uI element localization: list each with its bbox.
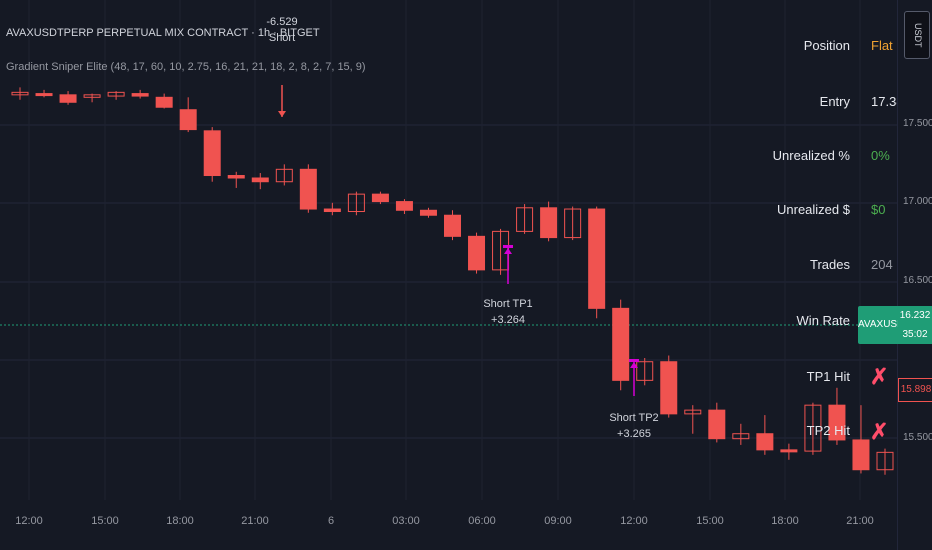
candle-body: [516, 207, 534, 232]
price-tick: 17.000: [903, 196, 932, 207]
candle-body: [660, 361, 678, 415]
marker-price-badge: 15.898: [898, 378, 932, 402]
price-tick: 15.500: [903, 432, 932, 443]
candle-body: [227, 175, 245, 179]
chart-title: AVAXUSDTPERP PERPETUAL MIX CONTRACT · 1h…: [6, 27, 320, 39]
candle-body: [11, 91, 29, 96]
price-tick: 17.500: [903, 118, 932, 129]
stat-unrealized-usd-label: Unrealized $: [777, 202, 850, 217]
short-entry-arrow-head: [278, 111, 286, 117]
stat-tp1-label: TP1 Hit: [806, 369, 850, 384]
time-tick: 21:00: [846, 515, 874, 527]
short-entry-label: Short: [268, 32, 296, 44]
candle-body: [564, 208, 582, 239]
stat-unrealized-usd-value: $0: [871, 202, 886, 217]
price-axis[interactable]: [897, 0, 932, 550]
price-tick: 16.500: [903, 275, 932, 286]
candle-body: [780, 449, 798, 453]
stat-entry-value: 17.38: [871, 94, 904, 109]
stat-entry-label: Entry: [819, 94, 850, 109]
candle-body: [83, 94, 101, 98]
stat-winrate-label: Win Rate: [796, 313, 850, 328]
candle-body: [636, 361, 654, 381]
candle-body: [59, 94, 77, 103]
tp1-annotation: Short TP1 +3.264: [483, 296, 532, 328]
time-tick: 12:00: [620, 515, 648, 527]
time-tick: 15:00: [696, 515, 724, 527]
candle-body: [540, 207, 558, 239]
candle-body: [468, 235, 486, 271]
candle-body: [35, 93, 53, 97]
candle-body: [299, 168, 317, 210]
candle-body: [155, 96, 173, 108]
tp2-arrow-head: [630, 362, 638, 368]
tp2-status-icon: ✗: [870, 419, 889, 444]
tp2-label: Short TP2: [609, 412, 659, 424]
candle-body: [323, 208, 341, 213]
time-tick: 15:00: [91, 515, 119, 527]
candle-body: [444, 214, 461, 237]
short-entry-value: -6.529: [266, 16, 298, 28]
candle-body: [179, 109, 197, 131]
bar-countdown: 35:02: [902, 329, 928, 340]
last-price: 16.232: [899, 310, 931, 321]
candle-body: [395, 201, 413, 211]
short-entry-annotation: -6.529 Short: [266, 14, 297, 46]
candle-body: [251, 177, 269, 183]
candle-body: [876, 451, 894, 471]
time-tick: 21:00: [241, 515, 269, 527]
candle-body: [852, 439, 870, 471]
time-tick: 06:00: [468, 515, 496, 527]
time-tick: 18:00: [771, 515, 799, 527]
candle-body: [684, 409, 702, 415]
candle-body: [107, 91, 125, 97]
tp1-value: +3.264: [491, 314, 525, 326]
stat-unrealized-pct-value: 0%: [871, 148, 890, 163]
candle-body: [419, 209, 437, 216]
candle-body: [203, 130, 221, 177]
stat-position-label: Position: [803, 38, 850, 53]
candle-body: [804, 404, 822, 452]
indicator-legend[interactable]: Gradient Sniper Elite (48, 17, 60, 10, 2…: [6, 61, 366, 73]
stat-tp2-label: TP2 Hit: [806, 423, 850, 438]
candle-body: [588, 208, 606, 309]
candle-body: [131, 93, 149, 97]
tp2-marker: [629, 359, 639, 362]
candle-body: [371, 193, 389, 203]
candle-body: [612, 307, 630, 381]
tp1-arrow-head: [504, 248, 512, 254]
candle-body: [732, 433, 750, 440]
candle-body: [708, 409, 726, 440]
candle-body: [756, 433, 774, 451]
tp1-status-icon: ✗: [870, 364, 889, 389]
stat-unrealized-pct-label: Unrealized %: [772, 148, 850, 163]
stat-trades-value: 204: [871, 257, 893, 272]
stat-position-value: Flat: [871, 38, 893, 53]
time-tick: 18:00: [166, 515, 194, 527]
symbol-badge: AVAXUSDT.P: [858, 306, 919, 344]
time-tick: 03:00: [392, 515, 420, 527]
candle-body: [347, 193, 365, 213]
stat-trades-label: Trades: [810, 257, 850, 272]
tp1-marker: [503, 245, 513, 248]
time-tick: 12:00: [15, 515, 43, 527]
time-tick: 6: [327, 515, 335, 527]
tp2-annotation: Short TP2 +3.265: [609, 410, 658, 442]
currency-button[interactable]: USDT: [904, 11, 930, 59]
tp2-value: +3.265: [617, 428, 651, 440]
candle-body: [828, 404, 846, 441]
tp1-label: Short TP1: [483, 298, 533, 310]
time-tick: 09:00: [544, 515, 572, 527]
candle-body: [275, 168, 293, 183]
last-price-badge: 16.232 35:02: [898, 306, 932, 344]
